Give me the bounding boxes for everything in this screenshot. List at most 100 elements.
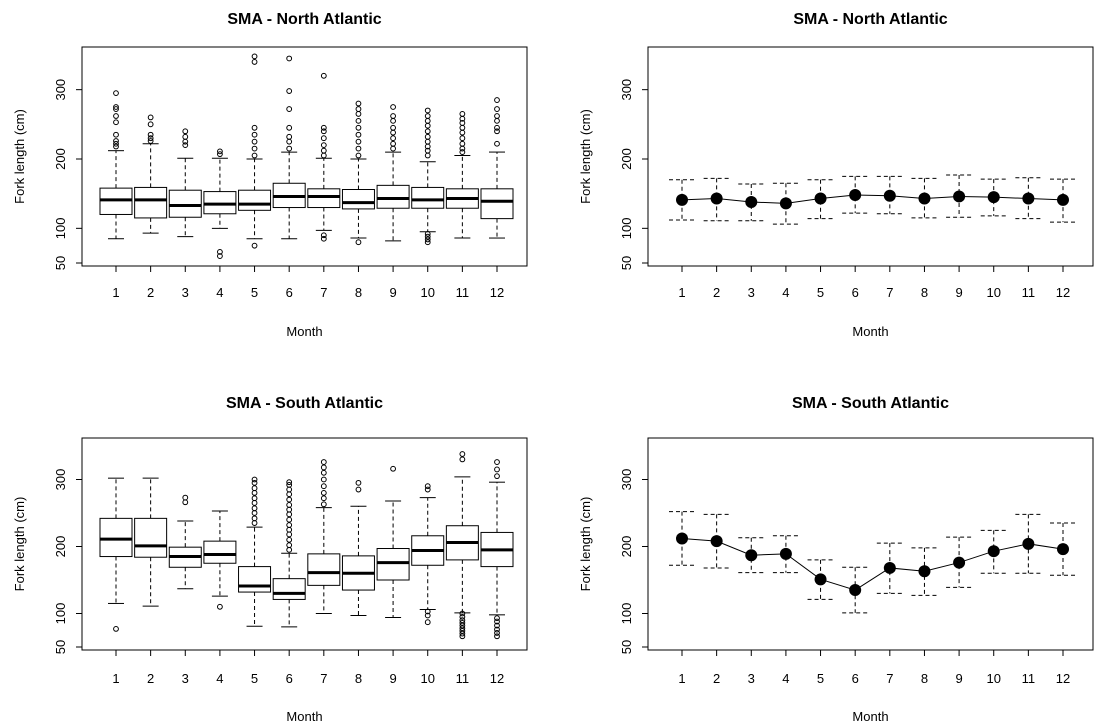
x-tick-label: 10 [420,671,434,686]
x-axis-label: Month [286,709,322,724]
outlier-point [286,546,293,553]
mean-point [883,561,896,574]
outlier-point [320,469,327,476]
y-tick-label: 200 [619,148,634,170]
mean-point [1022,537,1035,550]
chart-title: SMA - South Atlantic [226,395,383,412]
outlier-point [286,542,293,549]
box-iqr [272,578,306,600]
x-tick-label: 9 [389,285,396,300]
outlier-point [355,239,362,246]
x-tick-label: 4 [216,285,223,300]
outlier-point [320,135,327,142]
outlier-point [459,610,466,617]
outlier-point [320,490,327,496]
y-tick-label: 50 [619,256,634,270]
y-tick-label: 100 [53,217,68,239]
outlier-point [251,490,258,496]
outlier-point [113,106,119,112]
outlier-point [217,603,223,610]
outlier-point [494,615,500,622]
outlier-point [320,495,327,502]
outlier-point [320,152,327,159]
outlier-point [494,618,500,625]
mean-point [1022,192,1035,205]
x-tick-label: 6 [852,671,859,686]
outlier-point [286,133,293,140]
outlier-point [113,113,119,119]
box-iqr [238,566,272,593]
mean-point [918,565,931,578]
x-tick-label: 10 [986,671,1000,686]
mean-point [676,532,688,545]
x-tick-label: 1 [678,671,685,686]
outlier-point [424,152,431,159]
x-tick-label: 3 [182,285,189,300]
box-iqr [168,189,202,218]
mean-point [779,547,792,560]
y-axis-label: Fork length (cm) [12,109,27,204]
box-iqr [376,548,410,581]
outlier-point [424,486,431,493]
outlier-point [494,459,500,465]
y-axis-label: Fork length (cm) [578,109,593,204]
outlier-point [286,506,293,513]
outlier-point [251,485,258,492]
mean-point [745,549,758,562]
outlier-point [147,121,154,128]
outlier-point [147,135,154,142]
outlier-point [251,515,258,522]
mean-point [849,189,862,202]
outlier-point [113,140,119,147]
box-iqr [480,188,514,220]
mean-point [987,545,1000,558]
y-tick-label: 300 [619,79,634,101]
outlier-point [286,522,293,528]
outlier-point [182,128,189,135]
outlier-point [494,630,500,636]
outlier-point [355,106,362,112]
outlier-point [424,236,431,243]
outlier-point [320,476,327,483]
x-axis-label: Month [852,709,888,724]
outlier-point [113,626,119,632]
outlier-point [320,235,327,242]
outlier-point [286,536,293,543]
x-tick-label: 8 [921,671,928,686]
outlier-point [113,104,119,110]
outlier-point [424,619,431,626]
mean-point [710,535,723,548]
box-iqr [376,184,410,209]
outlier-point [355,138,362,145]
mean-point [710,192,723,205]
mean-point [849,584,862,597]
outlier-point [251,53,258,60]
x-tick-label: 6 [852,285,859,300]
outlier-point [390,145,396,152]
outlier-point [424,483,431,490]
x-tick-label: 8 [355,671,362,686]
outlier-point [459,625,466,632]
x-tick-label: 11 [456,285,470,300]
outlier-point [251,505,258,512]
outlier-point [320,142,327,149]
outlier-point [390,124,396,131]
outlier-point [320,501,327,508]
outlier-point [459,140,466,147]
y-axis-label: Fork length (cm) [12,497,27,592]
outlier-point [355,100,362,107]
outlier-point [147,138,154,144]
outlier-point [459,145,466,152]
outlier-point [251,138,258,145]
y-tick-label: 300 [53,79,68,101]
x-tick-label: 9 [955,285,962,300]
outlier-point [355,124,362,131]
x-tick-label: 2 [713,671,720,686]
outlier-point [459,622,466,629]
outlier-point [251,476,258,483]
outlier-point [355,479,362,486]
outlier-point [424,128,431,135]
y-tick-label: 200 [53,536,68,558]
outlier-point [251,131,258,138]
